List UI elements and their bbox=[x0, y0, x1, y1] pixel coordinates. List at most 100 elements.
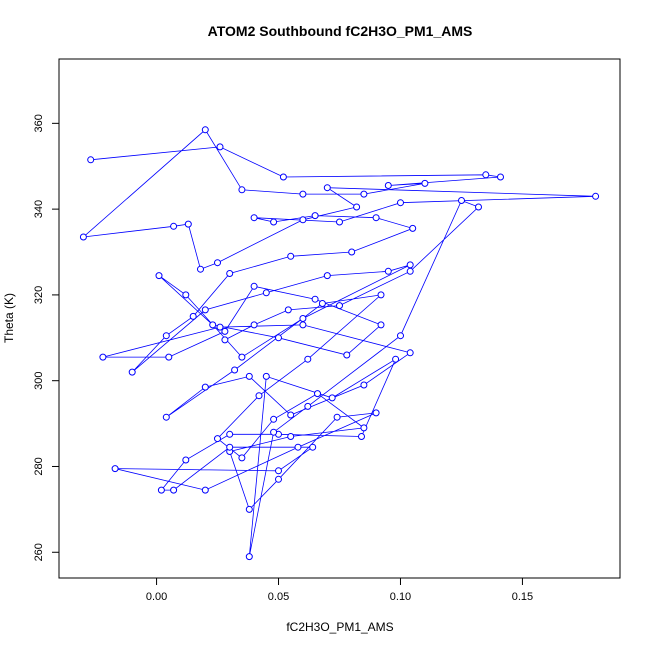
data-point bbox=[304, 402, 312, 410]
data-point bbox=[238, 454, 246, 462]
data-point bbox=[475, 203, 482, 211]
chart-title: ATOM2 Southbound fC2H3O_PM1_AMS bbox=[208, 23, 473, 39]
data-point bbox=[299, 190, 307, 198]
data-point bbox=[406, 261, 414, 269]
y-tick-label: 340 bbox=[33, 200, 45, 218]
data-point bbox=[245, 553, 253, 561]
data-point bbox=[458, 197, 465, 204]
data-point bbox=[482, 171, 490, 179]
data-point bbox=[155, 272, 163, 280]
data-point bbox=[189, 312, 197, 320]
data-point bbox=[216, 143, 224, 151]
data-point bbox=[348, 248, 356, 256]
x-tick-label: 0.05 bbox=[268, 591, 289, 603]
data-point bbox=[279, 173, 287, 181]
data-point bbox=[372, 214, 380, 222]
data-point bbox=[384, 267, 392, 275]
data-point bbox=[318, 300, 326, 307]
data-point bbox=[314, 390, 321, 398]
data-point bbox=[226, 270, 234, 277]
data-point bbox=[275, 334, 282, 342]
data-point bbox=[182, 456, 190, 464]
x-tick-label: 0.10 bbox=[390, 591, 411, 603]
data-point bbox=[226, 430, 234, 438]
data-point bbox=[299, 315, 307, 322]
data-point bbox=[201, 383, 209, 391]
data-point bbox=[304, 355, 312, 363]
data-point bbox=[226, 443, 234, 451]
series-layer bbox=[79, 126, 600, 561]
data-point bbox=[270, 218, 278, 226]
data-point bbox=[99, 353, 107, 361]
data-point bbox=[216, 323, 224, 331]
y-tick-label: 260 bbox=[33, 543, 45, 561]
data-point bbox=[284, 306, 292, 314]
x-tick-label: 0.15 bbox=[512, 591, 533, 603]
data-point bbox=[384, 182, 392, 189]
y-tick-label: 320 bbox=[33, 286, 45, 304]
y-tick-label: 280 bbox=[33, 457, 45, 475]
data-point bbox=[238, 353, 246, 361]
data-point bbox=[311, 295, 319, 303]
data-point bbox=[353, 203, 361, 211]
data-point bbox=[214, 259, 221, 267]
data-point bbox=[287, 252, 295, 260]
data-point bbox=[79, 233, 87, 241]
data-point bbox=[250, 321, 258, 329]
data-point bbox=[287, 433, 295, 440]
data-point bbox=[397, 332, 404, 340]
data-point bbox=[157, 486, 165, 494]
data-point bbox=[221, 327, 229, 335]
data-point bbox=[372, 409, 380, 417]
x-axis: 0.00 0.05 0.10 0.15 bbox=[146, 577, 533, 603]
data-point bbox=[250, 282, 258, 290]
data-point bbox=[309, 443, 317, 451]
data-point bbox=[270, 428, 278, 436]
data-point bbox=[111, 465, 119, 473]
data-point bbox=[162, 332, 170, 340]
data-point bbox=[333, 413, 341, 421]
y-axis-label: Theta (K) bbox=[2, 293, 16, 343]
data-point bbox=[170, 486, 178, 494]
data-point bbox=[343, 351, 351, 359]
y-axis: 260 280 300 320 340 360 bbox=[33, 114, 60, 561]
data-point bbox=[328, 394, 336, 402]
data-point bbox=[323, 184, 331, 192]
data-point bbox=[170, 222, 178, 230]
data-point bbox=[406, 349, 414, 357]
x-tick-label: 0.00 bbox=[146, 591, 167, 603]
data-point bbox=[497, 173, 504, 181]
data-point bbox=[201, 486, 209, 494]
data-point bbox=[377, 291, 385, 299]
data-point bbox=[311, 212, 319, 220]
data-point bbox=[336, 218, 343, 226]
data-point bbox=[165, 353, 173, 361]
data-point bbox=[221, 336, 229, 344]
data-point bbox=[255, 392, 263, 400]
data-point bbox=[358, 433, 365, 440]
data-point bbox=[336, 302, 343, 310]
data-point bbox=[377, 321, 385, 329]
data-point bbox=[294, 443, 302, 451]
data-point bbox=[184, 220, 192, 228]
data-point bbox=[128, 368, 136, 376]
data-point bbox=[360, 424, 368, 432]
data-point bbox=[201, 126, 209, 134]
data-point bbox=[409, 224, 417, 232]
data-point bbox=[87, 156, 95, 164]
data-point bbox=[262, 289, 270, 297]
x-axis-label: fC2H3O_PM1_AMS bbox=[286, 620, 393, 634]
data-point bbox=[209, 321, 217, 329]
data-point bbox=[231, 366, 239, 374]
data-point bbox=[421, 179, 429, 187]
data-point bbox=[592, 192, 600, 200]
data-point bbox=[406, 267, 414, 275]
data-point bbox=[299, 216, 307, 224]
data-point bbox=[250, 214, 258, 222]
data-point bbox=[270, 415, 278, 423]
y-tick-label: 300 bbox=[33, 372, 45, 390]
data-point bbox=[245, 372, 253, 380]
data-point bbox=[392, 355, 400, 363]
